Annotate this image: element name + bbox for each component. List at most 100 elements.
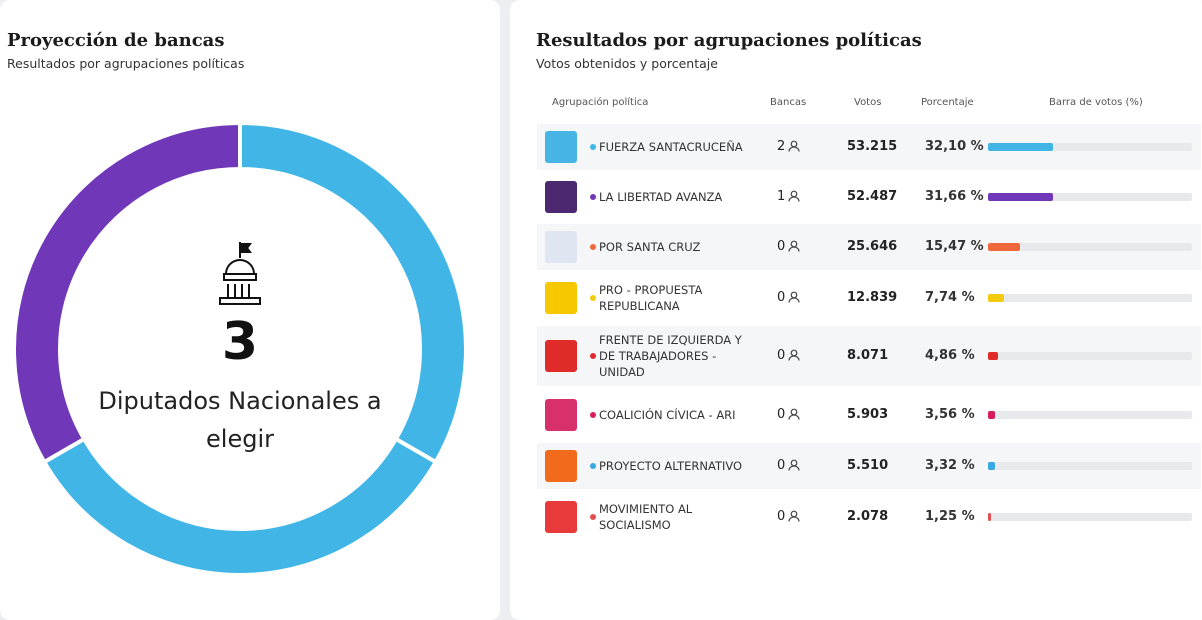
column-header: Votos <box>854 97 882 108</box>
party-dot <box>590 144 596 150</box>
bar-track <box>988 193 1192 201</box>
table-row: POR SANTA CRUZ 0 25.646 15,47 % <box>537 224 1201 270</box>
seat-icon <box>788 510 800 522</box>
bar-track <box>988 294 1192 302</box>
column-header: Porcentaje <box>921 97 974 108</box>
party-name: LA LIBERTAD AVANZA <box>599 190 723 204</box>
table-row: MOVIMIENTO AL SOCIALISMO 0 2.078 1,25 % <box>537 492 1201 542</box>
party-logo <box>545 282 577 314</box>
party-name: POR SANTA CRUZ <box>599 240 701 254</box>
votes: 5.510 <box>847 458 889 473</box>
bar-track <box>988 411 1192 419</box>
percent: 4,86 % <box>925 348 975 363</box>
seat-icon <box>788 459 800 471</box>
total-seats: 3 <box>221 312 259 372</box>
table-row: COALICIÓN CÍVICA - ARI 0 5.903 3,56 % <box>537 392 1201 438</box>
seat-icon <box>788 240 800 252</box>
column-header: Bancas <box>770 97 807 108</box>
seats: 0 <box>777 509 786 524</box>
total-label: Diputados Nacionales a elegir <box>98 387 382 453</box>
vote-bar <box>988 294 1004 302</box>
bar-track <box>988 243 1192 251</box>
vote-bar <box>988 513 991 521</box>
party-dot <box>590 412 596 418</box>
seat-icon-head <box>790 459 798 467</box>
party-dot <box>590 353 596 359</box>
votes: 12.839 <box>847 290 898 305</box>
votes: 52.487 <box>847 189 898 204</box>
votes: 2.078 <box>847 509 889 524</box>
seat-icon-head <box>790 291 798 299</box>
seat-icon <box>788 291 800 303</box>
party-name: MOVIMIENTO AL SOCIALISMO <box>599 502 693 532</box>
seat-icon-body <box>788 146 800 152</box>
capitol-icon <box>219 242 261 305</box>
party-name: PROYECTO ALTERNATIVO <box>599 459 743 473</box>
bar-track <box>988 513 1192 521</box>
party-logo <box>545 450 577 482</box>
card-subtitle: Resultados por agrupaciones políticas <box>7 56 245 71</box>
table-row: FUERZA SANTACRUCEÑA 2 53.215 32,10 % <box>537 124 1201 170</box>
seat-icon-head <box>790 408 798 416</box>
table-row: PROYECTO ALTERNATIVO 0 5.510 3,32 % <box>537 443 1201 489</box>
party-dot <box>590 244 596 250</box>
vote-bar <box>988 352 998 360</box>
party-logo <box>545 231 577 263</box>
seats: 1 <box>777 189 786 204</box>
party-name: COALICIÓN CÍVICA - ARI <box>599 408 736 422</box>
party-dot <box>590 463 596 469</box>
seat-icon-body <box>788 414 800 420</box>
percent: 15,47 % <box>925 239 984 254</box>
table-row: FRENTE DE IZQUIERDA Y DE TRABAJADORES - … <box>537 326 1201 386</box>
donut-segment <box>12 120 242 465</box>
seat-icon-body <box>788 516 800 522</box>
votes: 53.215 <box>847 139 898 154</box>
percent: 7,74 % <box>925 290 975 305</box>
column-header: Barra de votos (%) <box>1049 97 1143 108</box>
party-logo <box>545 131 577 163</box>
vote-bar <box>988 193 1053 201</box>
votes: 5.903 <box>847 407 889 422</box>
table-row: LA LIBERTAD AVANZA 1 52.487 31,66 % <box>537 174 1201 220</box>
percent: 3,56 % <box>925 407 975 422</box>
seat-icon <box>788 190 800 202</box>
votes: 25.646 <box>847 239 898 254</box>
vote-bar <box>988 411 996 419</box>
donut-chart <box>12 120 468 577</box>
bar-track <box>988 462 1192 470</box>
bar-track <box>988 352 1192 360</box>
party-dot <box>590 514 596 520</box>
donut-segment <box>41 436 439 577</box>
party-name: PRO - PROPUESTA REPUBLICANA <box>599 283 703 313</box>
seat-icon <box>788 349 800 361</box>
percent: 1,25 % <box>925 509 975 524</box>
seat-icon-head <box>790 240 798 248</box>
seat-icon-head <box>790 349 798 357</box>
seats: 0 <box>777 239 786 254</box>
party-name: FRENTE DE IZQUIERDA Y DE TRABAJADORES - … <box>599 333 742 379</box>
seat-icon <box>788 140 800 152</box>
seat-icon-body <box>788 297 800 303</box>
vote-bar <box>988 143 1054 151</box>
seats: 2 <box>777 139 786 154</box>
party-logo <box>545 501 577 533</box>
seat-icon-head <box>790 510 798 518</box>
seat-icon-body <box>788 246 800 252</box>
card-subtitle: Votos obtenidos y porcentaje <box>536 56 718 71</box>
vote-bar <box>988 462 995 470</box>
card-title: Proyección de bancas <box>7 30 225 51</box>
party-dot <box>590 194 596 200</box>
seat-icon-body <box>788 465 800 471</box>
percent: 31,66 % <box>925 189 984 204</box>
seat-icon-body <box>788 355 800 361</box>
table-row: PRO - PROPUESTA REPUBLICANA 0 12.839 7,74 % <box>537 273 1201 323</box>
votes: 8.071 <box>847 348 889 363</box>
card-title: Resultados por agrupaciones políticas <box>536 30 922 51</box>
seat-icon-head <box>790 190 798 198</box>
party-dot <box>590 295 596 301</box>
seats: 0 <box>777 458 786 473</box>
seats: 0 <box>777 348 786 363</box>
party-logo <box>545 181 577 213</box>
bar-track <box>988 143 1192 151</box>
party-logo <box>545 399 577 431</box>
